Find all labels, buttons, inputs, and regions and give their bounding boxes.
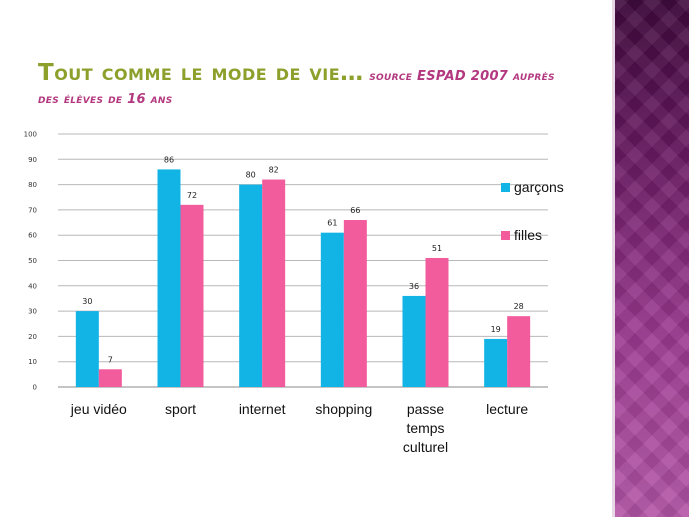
- data-label: 82: [269, 166, 279, 175]
- bar-garçons: [157, 169, 181, 387]
- title-source: source ESPAD 2007 auprès des élèves de 1…: [38, 69, 555, 107]
- bar-filles: [507, 316, 531, 387]
- decorative-sidebar: [615, 0, 689, 517]
- bar-garçons: [75, 311, 99, 387]
- title-main: Tout comme le mode de vie…: [38, 60, 364, 86]
- x-tick-label: lecture: [486, 401, 528, 417]
- legend-swatch: [501, 231, 510, 240]
- slide-title: Tout comme le mode de vie… source ESPAD …: [38, 60, 578, 107]
- bar-filles: [343, 220, 367, 387]
- x-tick-label: culturel: [403, 439, 448, 455]
- chart-grid: 0 10 20 30 40 50 60 70 80 90 100: [24, 131, 548, 392]
- sidebar-divider: [612, 0, 615, 517]
- x-tick-label: shopping: [315, 401, 372, 417]
- y-tick-label: 90: [28, 156, 37, 164]
- data-label: 36: [409, 282, 419, 291]
- x-tick-label: temps: [406, 420, 444, 436]
- bar-filles: [262, 179, 286, 387]
- x-tick-label: internet: [239, 401, 286, 417]
- data-label: 28: [514, 302, 524, 311]
- data-label: 30: [82, 297, 92, 306]
- data-label: 7: [108, 355, 113, 364]
- y-tick-label: 40: [28, 282, 37, 290]
- x-tick-label: sport: [165, 401, 196, 417]
- y-tick-label: 20: [28, 333, 37, 341]
- data-label: 19: [491, 325, 501, 334]
- legend-swatch: [501, 183, 510, 192]
- y-tick-label: 100: [24, 131, 37, 139]
- legend-label: garçons: [514, 179, 564, 195]
- y-tick-label: 50: [28, 257, 37, 265]
- bar-garçons: [320, 232, 344, 387]
- chart-bars: [75, 169, 531, 387]
- bar-chart: 0 10 20 30 40 50 60 70 80 90 100 30 7 jeu vidéo 86 72 s…: [24, 131, 564, 456]
- data-label: 66: [350, 206, 360, 215]
- x-tick-label: passe: [407, 401, 445, 417]
- y-tick-label: 80: [28, 181, 37, 189]
- data-label: 80: [246, 171, 256, 180]
- y-tick-label: 60: [28, 232, 37, 240]
- y-tick-label: 0: [33, 384, 37, 392]
- chart-legend: garçons filles: [501, 179, 564, 243]
- data-label: 61: [327, 219, 337, 228]
- y-tick-label: 10: [28, 358, 37, 366]
- bar-garçons: [402, 295, 426, 387]
- legend-label: filles: [514, 227, 542, 243]
- data-label: 72: [187, 191, 197, 200]
- bar-filles: [425, 257, 449, 387]
- bar-garçons: [239, 184, 263, 387]
- bar-garçons: [484, 338, 508, 387]
- chart-labels: 30 7 jeu vidéo 86 72 sport 80 82 internet 61 66 sho…: [70, 155, 529, 455]
- bar-filles: [180, 204, 204, 387]
- data-label: 86: [164, 155, 174, 164]
- y-tick-label: 30: [28, 308, 37, 316]
- bar-filles: [98, 369, 122, 387]
- y-tick-label: 70: [28, 206, 37, 214]
- x-tick-label: jeu vidéo: [70, 401, 127, 417]
- data-label: 51: [432, 244, 442, 253]
